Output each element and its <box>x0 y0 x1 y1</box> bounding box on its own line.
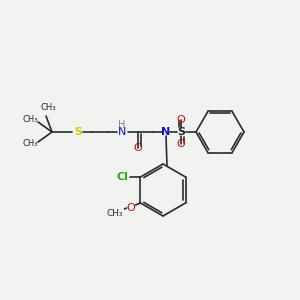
Text: O: O <box>177 139 185 149</box>
Text: O: O <box>126 203 135 213</box>
Text: O: O <box>177 115 185 125</box>
Text: S: S <box>177 127 185 137</box>
Text: O: O <box>134 143 142 153</box>
Text: H: H <box>118 120 126 130</box>
Text: N: N <box>118 127 126 137</box>
Text: CH₃: CH₃ <box>22 116 38 124</box>
Text: S: S <box>74 127 82 137</box>
Text: CH₃: CH₃ <box>40 103 56 112</box>
Text: CH₃: CH₃ <box>22 140 38 148</box>
Text: Cl: Cl <box>116 172 128 182</box>
Text: N: N <box>161 127 171 137</box>
Text: CH₃: CH₃ <box>106 208 123 217</box>
